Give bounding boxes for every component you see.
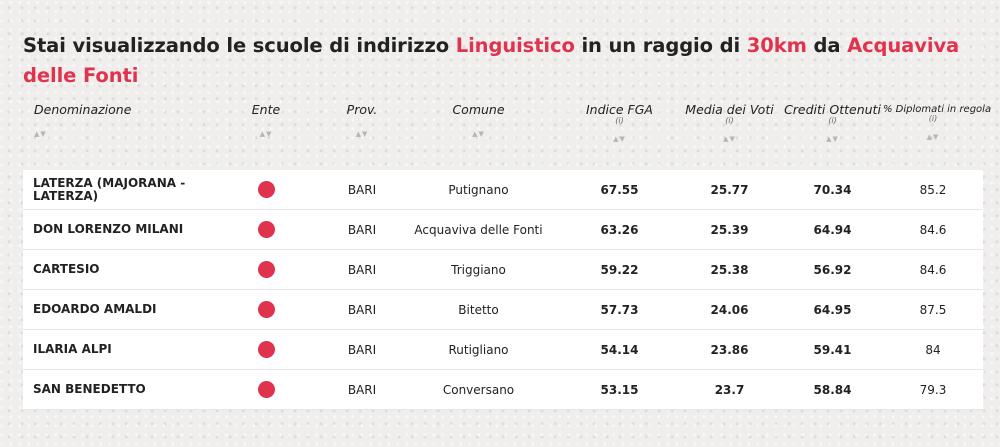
cell-crediti: 64.94 — [782, 209, 883, 250]
table-row[interactable]: LATERZA (MAJORANA - LATERZA) BARI Putign… — [23, 170, 983, 210]
column-header-crediti[interactable]: Crediti Ottenuti (i) ▲▼ — [782, 96, 883, 170]
cell-crediti: 64.95 — [782, 289, 883, 330]
column-label: Comune — [452, 102, 505, 117]
column-header-media-voti[interactable]: Media dei Voti (i) ▲▼ — [677, 96, 782, 170]
cell-crediti: 70.34 — [782, 170, 883, 210]
table-row[interactable]: SAN BENEDETTO BARI Conversano 53.15 23.7… — [23, 369, 983, 410]
info-icon[interactable]: (i) — [615, 116, 624, 125]
cell-media-voti: 25.77 — [677, 170, 782, 210]
ente-status-dot-icon — [257, 221, 275, 238]
cell-ente — [203, 369, 329, 410]
sort-arrows-icon[interactable]: ▲▼ — [355, 130, 369, 138]
cell-denominazione[interactable]: SAN BENEDETTO — [23, 369, 203, 410]
info-icon[interactable]: (i) — [928, 114, 938, 123]
cell-crediti: 59.41 — [782, 329, 883, 370]
title-luogo: Acquaviva delle Fonti — [23, 34, 960, 87]
cell-indice-fga: 63.26 — [562, 209, 677, 250]
cell-comune: Rutigliano — [395, 329, 562, 370]
cell-diplomati: 84 — [883, 329, 983, 370]
title-text: Stai visualizzando le scuole di indirizz… — [23, 34, 456, 57]
table-row[interactable]: CARTESIO BARI Triggiano 59.22 25.38 56.9… — [23, 249, 983, 290]
cell-denominazione[interactable]: EDOARDO AMALDI — [23, 289, 203, 330]
title-text: da — [806, 34, 848, 57]
cell-comune: Acquaviva delle Fonti — [395, 209, 562, 250]
cell-comune: Triggiano — [395, 249, 562, 290]
cell-denominazione[interactable]: ILARIA ALPI — [23, 329, 203, 370]
column-label: Prov. — [346, 102, 378, 117]
cell-crediti: 56.92 — [782, 249, 883, 290]
cell-indice-fga: 57.73 — [562, 289, 677, 330]
title-text: in un raggio di — [574, 34, 747, 57]
column-header-diplomati[interactable]: % Diplomati in regola (i) ▲▼ — [883, 96, 992, 170]
cell-prov: BARI — [329, 209, 395, 250]
page-title: Stai visualizzando le scuole di indirizz… — [23, 31, 973, 91]
cell-denominazione[interactable]: DON LORENZO MILANI — [23, 209, 203, 250]
column-header-indice-fga[interactable]: Indice FGA (i) ▲▼ — [562, 96, 677, 170]
cell-indice-fga: 53.15 — [562, 369, 677, 410]
cell-diplomati: 84.6 — [883, 249, 983, 290]
info-icon[interactable]: (i) — [725, 116, 734, 125]
cell-diplomati: 79.3 — [883, 369, 983, 410]
cell-prov: BARI — [329, 170, 395, 210]
column-header-denominazione[interactable]: Denominazione ▲▼ — [23, 96, 203, 170]
column-header-prov[interactable]: Prov. ▲▼ — [329, 96, 395, 170]
column-label: Crediti Ottenuti — [784, 102, 881, 117]
ente-status-dot-icon — [257, 341, 275, 358]
cell-crediti: 58.84 — [782, 369, 883, 410]
cell-prov: BARI — [329, 369, 395, 410]
sort-arrows-icon[interactable]: ▲▼ — [826, 135, 839, 143]
column-label: Ente — [251, 102, 281, 117]
cell-ente — [203, 249, 329, 290]
title-raggio: 30km — [746, 34, 807, 57]
ente-status-dot-icon — [257, 301, 275, 318]
column-label: Media dei Voti — [685, 102, 774, 117]
cell-ente — [203, 170, 329, 210]
ente-status-dot-icon — [257, 181, 275, 198]
cell-prov: BARI — [329, 249, 395, 290]
column-header-ente[interactable]: Ente ▲▼ — [203, 96, 329, 170]
cell-media-voti: 24.06 — [677, 289, 782, 330]
column-header-comune[interactable]: Comune ▲▼ — [395, 96, 562, 170]
cell-prov: BARI — [329, 329, 395, 370]
cell-comune: Conversano — [395, 369, 562, 410]
sort-arrows-icon[interactable]: ▲▼ — [34, 130, 47, 138]
cell-indice-fga: 59.22 — [562, 249, 677, 290]
info-icon[interactable]: (i) — [828, 116, 837, 125]
sort-arrows-icon[interactable]: ▲▼ — [472, 130, 485, 138]
ente-status-dot-icon — [257, 381, 275, 398]
sort-arrows-icon[interactable]: ▲▼ — [926, 133, 940, 141]
cell-denominazione[interactable]: CARTESIO — [23, 249, 203, 290]
cell-media-voti: 23.7 — [677, 369, 782, 410]
cell-diplomati: 84.6 — [883, 209, 983, 250]
cell-indice-fga: 54.14 — [562, 329, 677, 370]
table-row[interactable]: ILARIA ALPI BARI Rutigliano 54.14 23.86 … — [23, 329, 983, 370]
cell-indice-fga: 67.55 — [562, 170, 677, 210]
ente-status-dot-icon — [257, 261, 275, 278]
cell-prov: BARI — [329, 289, 395, 330]
sort-arrows-icon[interactable]: ▲▼ — [259, 130, 273, 138]
cell-denominazione[interactable]: LATERZA (MAJORANA - LATERZA) — [23, 170, 203, 210]
cell-ente — [203, 289, 329, 330]
column-label: Denominazione — [34, 102, 132, 117]
title-indirizzo: Linguistico — [455, 34, 575, 57]
cell-comune: Putignano — [395, 170, 562, 210]
table-row[interactable]: DON LORENZO MILANI BARI Acquaviva delle … — [23, 209, 983, 250]
sort-arrows-icon[interactable]: ▲▼ — [723, 135, 736, 143]
cell-diplomati: 85.2 — [883, 170, 983, 210]
cell-media-voti: 25.39 — [677, 209, 782, 250]
cell-ente — [203, 209, 329, 250]
cell-media-voti: 25.38 — [677, 249, 782, 290]
table-header-row: Denominazione ▲▼ Ente ▲▼ Prov. ▲▼ Comune… — [23, 96, 992, 170]
table-row[interactable]: EDOARDO AMALDI BARI Bitetto 57.73 24.06 … — [23, 289, 983, 330]
schools-table: Denominazione ▲▼ Ente ▲▼ Prov. ▲▼ Comune… — [23, 96, 992, 410]
cell-ente — [203, 329, 329, 370]
cell-diplomati: 87.5 — [883, 289, 983, 330]
column-label: % Diplomati in regola — [883, 104, 992, 115]
cell-comune: Bitetto — [395, 289, 562, 330]
sort-arrows-icon[interactable]: ▲▼ — [613, 135, 626, 143]
cell-media-voti: 23.86 — [677, 329, 782, 370]
column-label: Indice FGA — [586, 102, 653, 117]
